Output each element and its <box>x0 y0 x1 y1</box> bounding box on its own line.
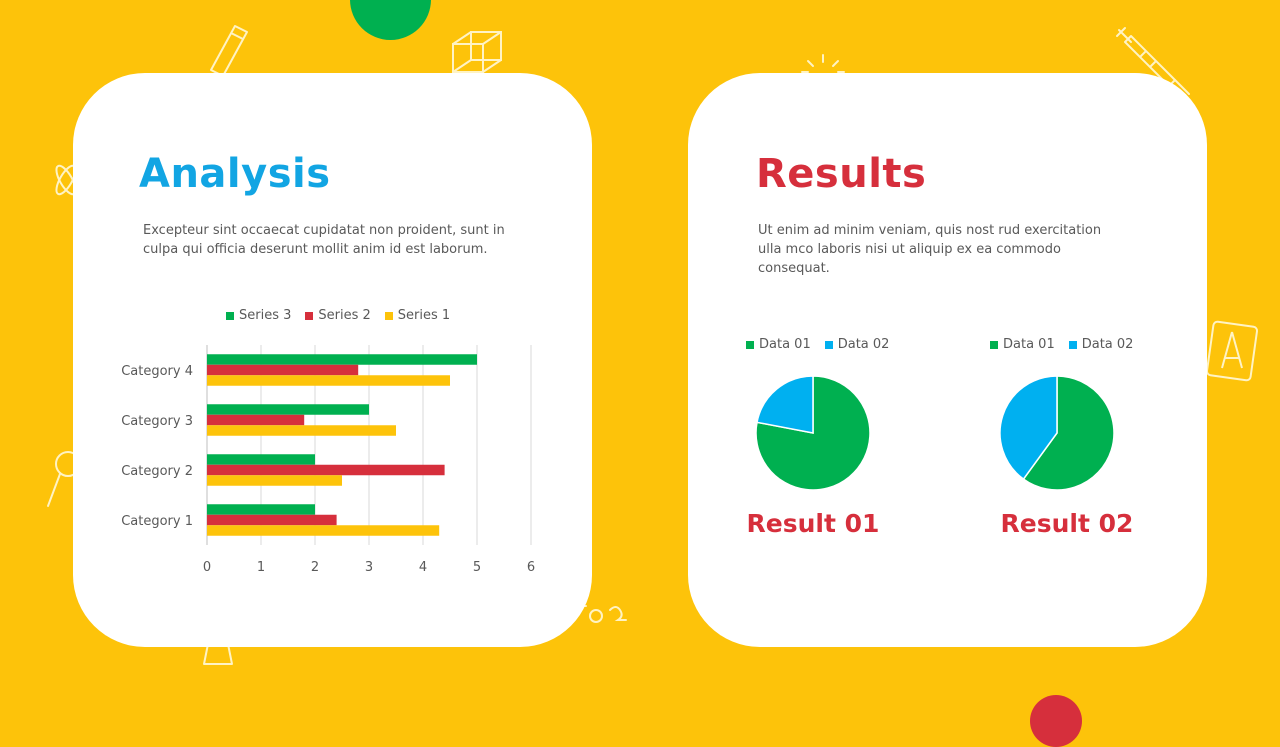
legend-swatch <box>1068 340 1077 349</box>
bar-series-3-category-3 <box>207 404 369 415</box>
x-tick-label: 3 <box>365 560 373 575</box>
x-tick-label: 1 <box>257 560 265 575</box>
legend-swatch <box>384 311 393 320</box>
legend-item-series-2: Series 2 <box>305 308 371 323</box>
legend-swatch <box>226 311 234 320</box>
cube-icon <box>452 31 502 73</box>
bar-series-1-category-1 <box>207 525 440 536</box>
pencil-icon <box>210 25 248 77</box>
legend-swatch <box>990 340 998 349</box>
pie-slice-data-01 <box>755 375 871 491</box>
legend-label: Series 1 <box>397 308 451 323</box>
legend-item-series-1: Series 1 <box>384 308 451 323</box>
result-01-label: Result 01 <box>746 509 880 538</box>
legend-swatch <box>746 340 754 349</box>
legend-item-data-02: Data 02 <box>824 337 890 352</box>
bar-series-3-category-2 <box>207 454 315 465</box>
analysis-body-text: Excepteur sint occaecat cupidatat non pr… <box>143 223 505 257</box>
pie-chart-result-01 <box>755 375 871 491</box>
x-tick-label: 2 <box>311 560 319 575</box>
pie-slice-data-01 <box>1022 375 1115 491</box>
legend-item-data-01: Data 01 <box>746 337 811 352</box>
decor-circle-red <box>1030 695 1082 747</box>
legend-label: Series 3 <box>239 308 292 323</box>
bar-series-2-category-4 <box>207 364 359 376</box>
legend-label: Data 01 <box>759 337 811 352</box>
legend-label: Data 02 <box>1081 337 1134 352</box>
x-tick-label: 5 <box>473 560 481 575</box>
y-category-label: Category 1 <box>121 514 193 529</box>
legend-label: Data 01 <box>1003 337 1055 352</box>
bar-series-2-category-3 <box>207 414 305 426</box>
y-category-label: Category 3 <box>121 414 193 429</box>
bar-chart: 0 1 2 3 4 5 6 Category 1 Category 2 Category 3 Cat… <box>121 345 535 575</box>
legend-swatch <box>305 311 314 320</box>
legend-item-data-01: Data 01 <box>990 337 1055 352</box>
x-tick-label: 6 <box>527 560 535 575</box>
legend-label: Data 02 <box>837 337 890 352</box>
magnifier-icon <box>47 451 80 507</box>
bar-series-1-category-2 <box>207 475 342 486</box>
legend-item-data-02: Data 02 <box>1068 337 1134 352</box>
bulb-icon <box>801 54 845 73</box>
y-category-label: Category 4 <box>121 364 193 379</box>
legend-item-series-3: Series 3 <box>226 308 291 323</box>
results-body-text: Ut enim ad minim veniam, quis nost rud e… <box>758 223 1102 276</box>
bar-series-1-category-4 <box>207 375 450 386</box>
analysis-card: Analysis Excepteur sint occaecat cupidat… <box>73 73 592 647</box>
results-title: Results <box>756 151 927 197</box>
compass-icon <box>1205 320 1259 382</box>
decor-circle-green <box>350 0 431 40</box>
bar-series-2-category-2 <box>207 464 445 476</box>
bar-series-3-category-4 <box>207 354 477 365</box>
pie-slice-data-02 <box>999 375 1058 481</box>
bar-chart-legend: Series 3 Series 2 Series 1 <box>226 308 450 323</box>
bar-series-3-category-1 <box>207 504 315 515</box>
pie1-legend: Data 01 Data 02 <box>746 337 889 352</box>
pie2-legend: Data 01 Data 02 <box>990 337 1133 352</box>
bar-series-2-category-1 <box>207 514 337 526</box>
legend-label: Series 2 <box>318 308 371 323</box>
analysis-title: Analysis <box>139 151 331 197</box>
result-02-label: Result 02 <box>1000 509 1134 538</box>
y-category-label: Category 2 <box>121 464 193 479</box>
legend-swatch <box>824 340 833 349</box>
pie-chart-result-02 <box>999 375 1115 491</box>
bar-series-1-category-3 <box>207 425 396 436</box>
x-tick-label: 4 <box>419 560 427 575</box>
results-card: Results Ut enim ad minim veniam, quis no… <box>688 73 1207 647</box>
pie-slice-data-02 <box>756 375 814 434</box>
x-tick-label: 0 <box>203 560 211 575</box>
